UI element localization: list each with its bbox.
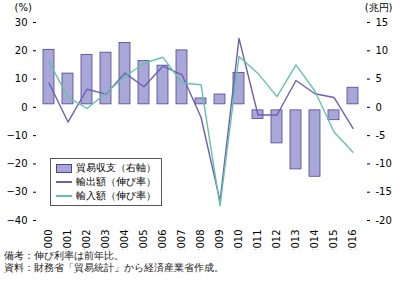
svg-text:2014: 2014 xyxy=(309,230,320,251)
svg-text:-10: -10 xyxy=(376,158,392,169)
svg-text:(兆円): (兆円) xyxy=(365,2,393,13)
svg-text:2007: 2007 xyxy=(176,230,187,251)
svg-text:−20: −20 xyxy=(6,158,27,169)
svg-text:2002: 2002 xyxy=(81,230,92,251)
svg-text:15: 15 xyxy=(376,17,389,28)
svg-text:5: 5 xyxy=(376,73,382,84)
svg-text:2003: 2003 xyxy=(100,230,111,251)
svg-text:2015: 2015 xyxy=(328,230,339,251)
svg-text:2000: 2000 xyxy=(43,230,54,251)
html-text:備考：伸び利率は前年比。: 備考：伸び利率は前年比。 xyxy=(4,250,124,261)
svg-text:−10: −10 xyxy=(6,130,27,141)
html-text:輸入額（伸び率）: 輸入額（伸び率） xyxy=(76,190,156,201)
svg-text:30: 30 xyxy=(15,17,28,28)
svg-text:2001: 2001 xyxy=(62,230,73,251)
html-text:輸出額（伸び率）: 輸出額（伸び率） xyxy=(76,176,156,187)
svg-text:(%): (%) xyxy=(15,2,32,13)
svg-text:2005: 2005 xyxy=(138,230,149,251)
svg-text:2016: 2016 xyxy=(347,230,358,251)
svg-text:−30: −30 xyxy=(6,186,27,197)
svg-text:2010: 2010 xyxy=(233,230,244,251)
svg-text:20: 20 xyxy=(15,45,28,56)
svg-text:-20: -20 xyxy=(376,215,392,226)
svg-text:2011: 2011 xyxy=(252,230,263,251)
svg-text:2012: 2012 xyxy=(271,230,282,251)
svg-text:2009: 2009 xyxy=(214,230,225,251)
svg-text:-15: -15 xyxy=(376,186,392,197)
svg-text:10: 10 xyxy=(15,73,28,84)
svg-text:2013: 2013 xyxy=(290,230,301,251)
svg-text:0: 0 xyxy=(376,102,382,113)
svg-text:−40: −40 xyxy=(6,215,27,226)
svg-text:0: 0 xyxy=(21,102,27,113)
html-text:資料：財務省「貿易統計」から経済産業省作成。: 資料：財務省「貿易統計」から経済産業省作成。 xyxy=(4,262,224,273)
html-text:貿易収支（右軸）: 貿易収支（右軸） xyxy=(76,162,156,173)
svg-text:10: 10 xyxy=(376,45,389,56)
svg-text:-5: -5 xyxy=(376,130,386,141)
svg-text:2008: 2008 xyxy=(195,230,206,251)
svg-text:2004: 2004 xyxy=(119,230,130,251)
svg-text:2006: 2006 xyxy=(157,230,168,251)
